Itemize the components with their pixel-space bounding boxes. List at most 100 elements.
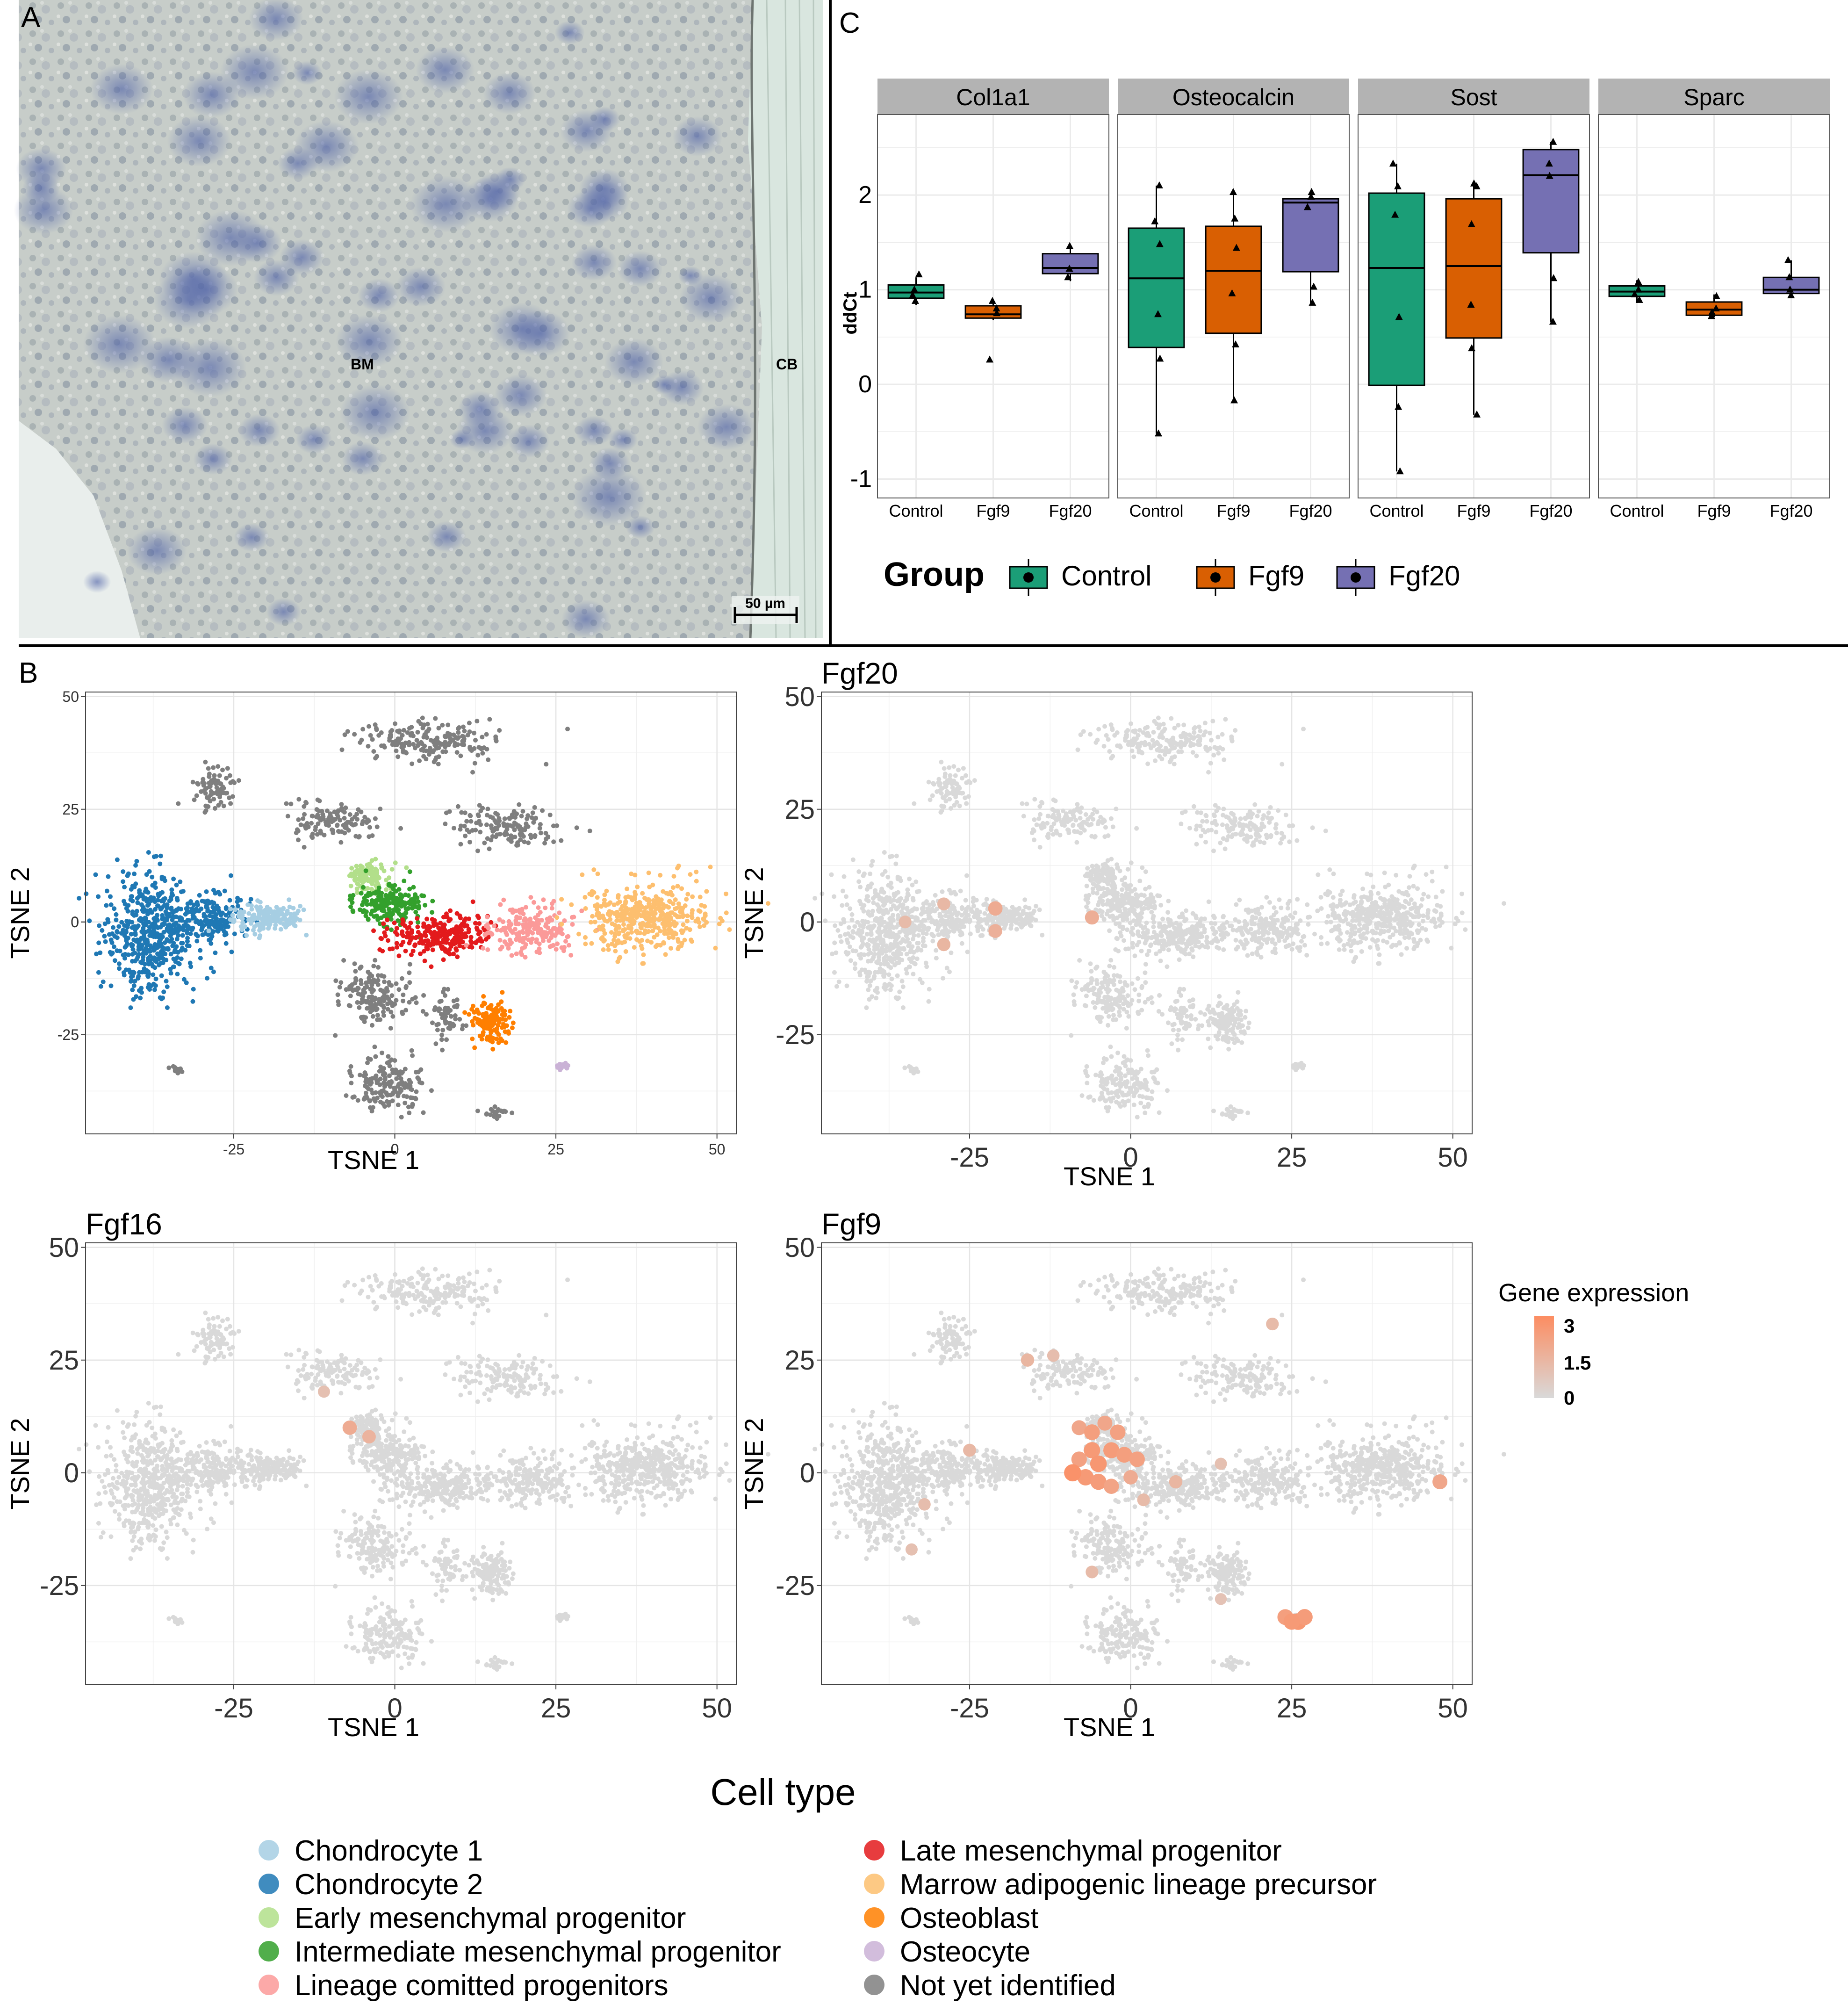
cell-point — [830, 952, 835, 957]
cell-point — [942, 928, 947, 933]
cell-point — [163, 909, 168, 914]
cell-point — [1166, 899, 1171, 904]
x-tick-label: Control — [1369, 501, 1424, 520]
cell-point — [492, 1012, 497, 1017]
cell-point — [230, 913, 235, 918]
cell-point — [475, 848, 481, 853]
cell-point — [443, 1021, 448, 1026]
data-point — [1151, 217, 1159, 224]
cell-point — [375, 1017, 380, 1022]
cell-point — [608, 900, 613, 905]
cell-point — [1101, 916, 1107, 922]
cell-point — [159, 899, 164, 904]
cell-point — [897, 989, 902, 995]
cell-point — [110, 951, 115, 956]
cell-point — [440, 1047, 445, 1053]
cell-point — [876, 909, 881, 914]
cell-point — [158, 861, 163, 866]
cell-point — [409, 1087, 414, 1092]
cell-point — [199, 789, 204, 794]
cell-point — [468, 935, 474, 940]
cell-point — [941, 976, 946, 981]
cell-point — [543, 905, 548, 910]
cell-point — [1185, 928, 1190, 933]
cell-point — [893, 936, 898, 941]
cell-point — [486, 757, 491, 762]
data-point — [1786, 285, 1794, 293]
cell-point — [240, 920, 245, 925]
cell-point — [517, 802, 522, 807]
cell-point — [936, 932, 942, 937]
cell-point — [889, 934, 894, 939]
cell-point — [1147, 885, 1152, 890]
x-tick-label: 50 — [709, 1141, 726, 1158]
cell-point — [643, 905, 648, 910]
cell-point — [87, 918, 92, 923]
cell-point — [449, 1014, 454, 1019]
cell-point — [213, 781, 218, 786]
cell-point — [841, 874, 847, 879]
cell-point — [662, 931, 667, 936]
cell-point — [181, 928, 186, 933]
cell-point — [541, 897, 546, 902]
cell-point — [446, 1025, 451, 1031]
cell-point — [213, 891, 218, 896]
cell-point — [191, 987, 196, 992]
cell-point — [1143, 938, 1149, 943]
cell-point — [394, 926, 399, 931]
cell-point — [416, 920, 421, 925]
cell-point — [1288, 926, 1294, 931]
cell-point — [206, 766, 211, 771]
cell-point — [373, 722, 378, 727]
cell-point — [1168, 918, 1173, 923]
data-point — [910, 285, 918, 293]
cell-point — [597, 924, 602, 930]
cell-point — [864, 974, 870, 980]
cell-point — [460, 1023, 466, 1028]
data-point — [1229, 188, 1237, 195]
stain-spot — [608, 428, 638, 452]
cell-point — [393, 721, 398, 726]
cell-point — [694, 869, 699, 874]
cell-point — [344, 1093, 349, 1098]
cell-point — [96, 970, 101, 975]
cell-point — [619, 940, 625, 945]
cell-point — [223, 906, 229, 911]
legend-label: Fgf20 — [1388, 560, 1460, 591]
cell-point — [447, 809, 452, 814]
cell-point — [639, 925, 644, 930]
cell-point — [410, 899, 415, 904]
cell-point — [266, 914, 271, 919]
cell-point — [401, 998, 406, 1003]
cell-point — [687, 927, 692, 932]
cell-point — [506, 837, 511, 842]
cell-point — [368, 733, 373, 738]
cell-point — [1190, 924, 1195, 929]
cell-point — [437, 934, 442, 939]
cell-point — [223, 941, 229, 946]
cell-point — [864, 931, 870, 937]
cell-point — [874, 918, 879, 923]
cell-point — [454, 1004, 460, 1010]
cell-point — [404, 935, 410, 940]
cell-point — [906, 893, 911, 898]
cell-point — [529, 940, 534, 945]
cell-point — [461, 918, 467, 923]
cell-point — [1149, 909, 1154, 915]
cell-point — [455, 936, 460, 941]
data-point — [1785, 273, 1793, 281]
cell-point — [296, 797, 302, 802]
cell-point — [1122, 901, 1128, 906]
cell-point — [531, 900, 536, 905]
cell-point — [354, 886, 360, 891]
data-point — [1784, 256, 1792, 263]
cell-point — [367, 1098, 372, 1103]
cell-point — [602, 897, 607, 902]
cell-point — [335, 992, 340, 997]
cell-point — [367, 862, 373, 867]
cell-point — [1125, 867, 1130, 872]
cell-point — [343, 824, 348, 829]
cell-point — [862, 871, 867, 876]
cell-point — [165, 927, 170, 932]
cell-point — [1116, 949, 1121, 954]
